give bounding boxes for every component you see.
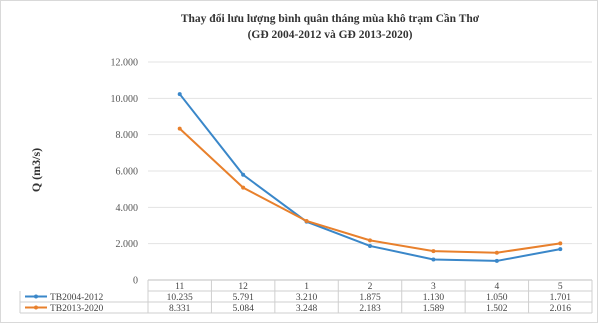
x-tick-label: 4 (494, 282, 499, 292)
data-label: 1.875 (359, 293, 381, 303)
data-label: 1.130 (423, 293, 445, 303)
grid-layer: 12.000 10.000 8.000 6.000 4.000 2.000 0 (111, 58, 592, 287)
x-tick-label: 2 (368, 282, 373, 292)
x-tick-label: 3 (431, 282, 436, 292)
data-point (431, 249, 436, 254)
data-point (558, 247, 563, 252)
data-point (177, 92, 182, 97)
y-tick-label: 4.000 (116, 203, 139, 214)
legend-entry: TB2013-2020 (50, 304, 104, 314)
data-label: 1.701 (550, 293, 572, 303)
data-label: 1.502 (486, 304, 508, 314)
y-tick-label: 6.000 (116, 167, 139, 178)
data-point (431, 257, 436, 262)
data-point (368, 238, 372, 243)
x-tick-label: 12 (238, 282, 248, 292)
data-label: 2.016 (550, 304, 572, 314)
x-tick-label: 5 (558, 282, 563, 292)
chart-title: Thay đổi lưu lượng bình quân tháng mùa k… (181, 12, 480, 25)
data-point (558, 241, 563, 246)
data-label: 1.589 (423, 304, 445, 314)
y-tick-label: 10.000 (111, 94, 139, 105)
legend-marker (34, 294, 38, 299)
data-label: 5.084 (232, 304, 254, 314)
y-axis-label: Q (m3/s) (29, 148, 43, 192)
data-label: 5.791 (232, 293, 254, 303)
data-point (494, 258, 499, 263)
series-layer (177, 92, 563, 263)
y-tick-label: 0 (133, 276, 138, 287)
y-tick-label: 12.000 (111, 58, 139, 69)
chart-subtitle: (GĐ 2004-2012 và GĐ 2013-2020) (248, 29, 413, 41)
data-point (494, 250, 499, 255)
data-point (368, 243, 372, 248)
data-point (241, 172, 246, 177)
legend-marker (34, 305, 38, 310)
data-point (177, 126, 182, 131)
y-tick-label: 2.000 (116, 239, 139, 250)
x-tick-label: 1 (304, 282, 309, 292)
data-label: 2.183 (359, 304, 381, 314)
data-point (304, 218, 309, 223)
data-label: 10.235 (167, 293, 193, 303)
data-label: 3.248 (296, 304, 318, 314)
data-label: 8.331 (169, 304, 191, 314)
y-tick-label: 8.000 (116, 130, 139, 141)
data-label: 1.050 (486, 293, 508, 303)
x-tick-label: 11 (175, 282, 184, 292)
data-point (241, 185, 246, 190)
legend-entry: TB2004-2012 (50, 293, 104, 303)
data-label: 3.210 (296, 293, 318, 303)
